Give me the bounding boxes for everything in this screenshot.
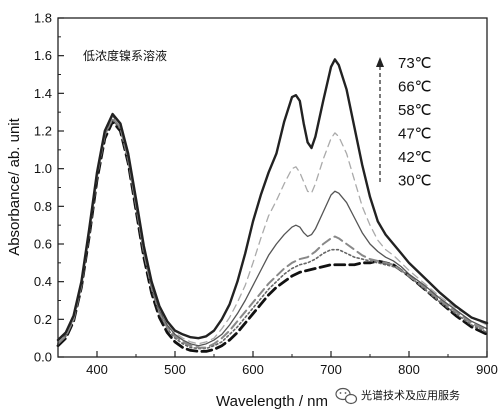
legend-label: 66℃ [398, 79, 432, 96]
y-tick-label: 0.0 [34, 350, 52, 365]
legend-arrow-head [376, 57, 384, 67]
y-tick-label: 0.6 [34, 237, 52, 252]
y-tick-label: 0.4 [34, 274, 52, 289]
y-axis: 0.0 0.2 0.4 0.6 0.8 1.0 1.2 1.4 1.6 1.8 [34, 11, 64, 365]
x-tick-label: 800 [398, 362, 420, 377]
x-tick-label: 500 [164, 362, 186, 377]
y-tick-label: 1.8 [34, 11, 52, 26]
watermark-text: 光谱技术及应用服务 [361, 388, 460, 402]
chart-annotation: 低浓度镍系溶液 [83, 48, 167, 63]
x-tick-label: 700 [320, 362, 342, 377]
legend-label: 47℃ [398, 126, 432, 143]
watermark: 光谱技术及应用服务 [335, 387, 460, 405]
legend-label: 42℃ [398, 149, 432, 166]
y-tick-label: 0.2 [34, 312, 52, 327]
x-axis: 400 500 600 700 800 900 [57, 351, 498, 377]
y-tick-label: 1.0 [34, 161, 52, 176]
plot-lines [56, 58, 489, 353]
x-tick-label: 400 [86, 362, 108, 377]
y-tick-label: 1.6 [34, 48, 52, 63]
legend: 73℃ 66℃ 58℃ 47℃ 42℃ 30℃ [376, 55, 432, 190]
y-axis-label: Absorbance/ ab. unit [6, 117, 23, 255]
wechat-icon [335, 387, 358, 405]
series-line [56, 58, 489, 342]
x-tick-label: 900 [476, 362, 498, 377]
legend-label: 30℃ [398, 173, 432, 190]
legend-label: 73℃ [398, 55, 432, 72]
y-tick-label: 1.2 [34, 124, 52, 139]
y-tick-label: 1.4 [34, 86, 52, 101]
x-axis-label: Wavelength / nm [216, 393, 328, 410]
x-tick-label: 600 [242, 362, 264, 377]
legend-label: 58℃ [398, 102, 432, 119]
y-tick-label: 0.8 [34, 199, 52, 214]
